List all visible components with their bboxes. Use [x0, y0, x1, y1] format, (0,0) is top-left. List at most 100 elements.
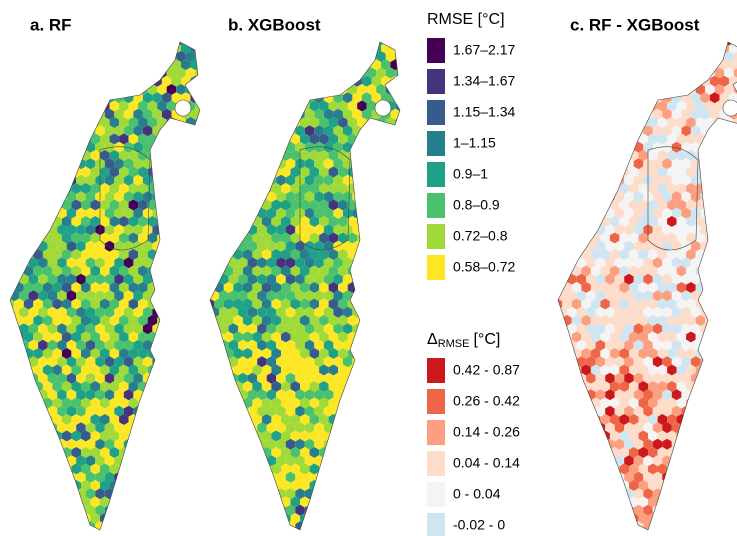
hex-cell	[558, 373, 568, 384]
hex-cell	[238, 422, 248, 433]
hex-cell	[386, 348, 396, 359]
hex-cell	[357, 200, 367, 211]
hex-cell	[567, 439, 577, 450]
hex-cell	[205, 497, 215, 508]
hex-cell	[81, 117, 91, 128]
hex-cell	[343, 521, 353, 532]
hex-cell	[724, 464, 734, 475]
hex-cell	[386, 249, 396, 260]
hex-cell	[400, 175, 410, 186]
hex-cell	[29, 125, 38, 136]
hex-cell	[176, 480, 186, 491]
hex-cell	[271, 101, 281, 112]
hex-cell	[238, 92, 248, 103]
hex-cell	[229, 76, 239, 87]
hex-cell	[381, 125, 391, 136]
hex-cell	[720, 241, 730, 252]
hex-cell	[29, 488, 38, 499]
hex-cell	[715, 348, 725, 359]
hex-cell	[71, 513, 81, 524]
hex-cell	[14, 68, 23, 79]
hex-cell	[243, 68, 253, 79]
hex-cell	[720, 224, 730, 235]
hex-cell	[372, 241, 382, 252]
hex-cell	[200, 505, 210, 516]
hex-cell	[43, 68, 53, 79]
hex-cell	[238, 125, 248, 136]
hex-cell	[562, 513, 572, 524]
hex-cell	[567, 241, 577, 252]
hex-cell	[262, 167, 272, 178]
hex-cell	[191, 191, 201, 202]
hex-cell	[357, 348, 367, 359]
hex-cell	[181, 505, 191, 516]
hex-cell	[195, 216, 205, 227]
hex-cell	[248, 109, 258, 120]
hex-cell	[700, 455, 710, 466]
hex-cell	[172, 422, 182, 433]
hex-cell	[381, 142, 391, 153]
hex-cell	[715, 150, 725, 161]
hex-cell	[110, 84, 120, 95]
hex-cell	[586, 142, 596, 153]
hex-cell	[724, 530, 734, 536]
hex-cell	[186, 183, 196, 194]
hex-cell	[38, 175, 48, 186]
hex-cell	[271, 84, 281, 95]
hex-cell	[395, 200, 405, 211]
hex-cell	[281, 51, 291, 62]
hex-cell	[405, 233, 415, 244]
hex-cell	[710, 521, 720, 532]
hex-cell	[114, 488, 124, 499]
hex-cell	[376, 365, 386, 376]
hex-cell	[248, 59, 258, 70]
hex-cell	[205, 167, 215, 178]
hex-cell	[24, 233, 34, 244]
hex-cell	[252, 480, 262, 491]
hex-cell	[257, 521, 267, 532]
hex-cell	[71, 84, 81, 95]
hex-cell	[729, 274, 737, 285]
hex-cell	[319, 84, 329, 95]
hex-cell	[581, 447, 591, 458]
hex-cell	[238, 208, 248, 219]
hex-cell	[720, 191, 730, 202]
hex-cell	[233, 447, 243, 458]
hex-cell	[567, 175, 577, 186]
hex-cell	[252, 150, 262, 161]
hex-cell	[710, 274, 720, 285]
hex-cell	[667, 480, 677, 491]
hex-cell	[224, 84, 234, 95]
hex-cell	[195, 51, 205, 62]
hex-cell	[252, 530, 262, 536]
hex-cell	[696, 414, 706, 425]
hex-cell	[0, 216, 5, 227]
hex-cell	[577, 224, 587, 235]
hex-cell	[581, 101, 591, 112]
hex-cell	[691, 59, 701, 70]
hex-cell	[162, 175, 172, 186]
hex-cell	[567, 505, 577, 516]
hex-cell	[205, 398, 215, 409]
hex-cell	[195, 134, 205, 145]
hex-cell	[586, 422, 596, 433]
hex-cell	[548, 472, 558, 483]
hex-cell	[57, 455, 66, 466]
hex-cell	[348, 513, 358, 524]
hex-cell	[395, 51, 405, 62]
hex-cell	[352, 373, 362, 384]
hex-cell	[229, 488, 239, 499]
hex-cell	[405, 381, 415, 392]
hex-cell	[257, 142, 267, 153]
hex-cell	[634, 92, 644, 103]
hex-cell	[586, 439, 596, 450]
hex-cell	[10, 439, 20, 450]
hex-cell	[0, 340, 10, 351]
hex-cell	[548, 406, 558, 417]
hex-cell	[48, 175, 58, 186]
hex-cell	[577, 505, 587, 516]
hex-cell	[710, 439, 720, 450]
hex-cell	[200, 389, 210, 400]
hex-cell	[48, 59, 58, 70]
hex-cell	[352, 472, 362, 483]
